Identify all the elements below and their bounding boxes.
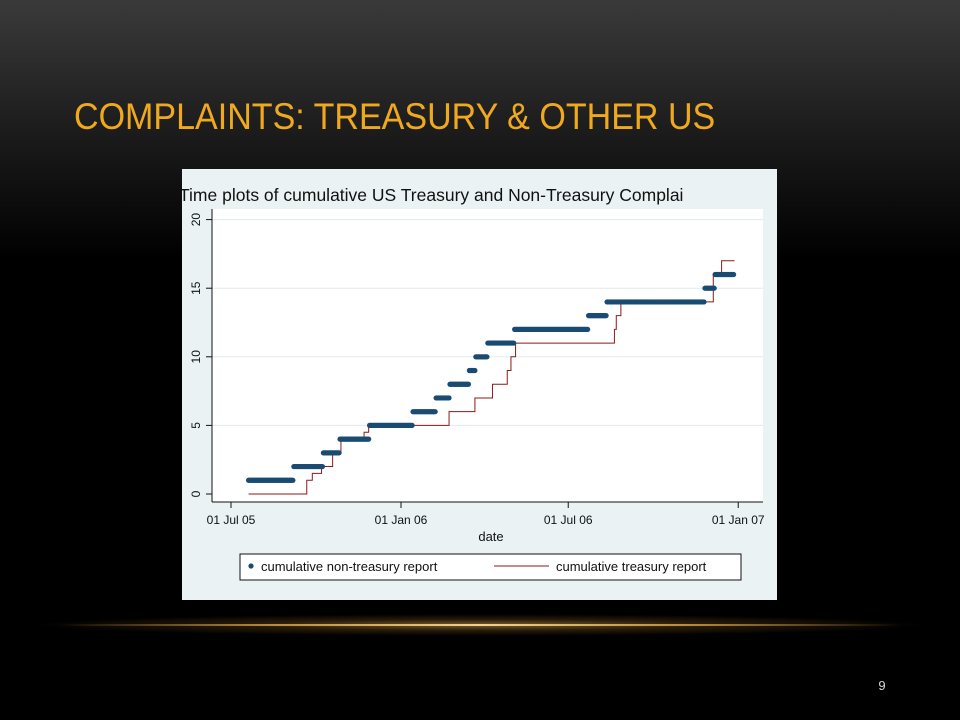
x-axis-label: date bbox=[478, 529, 503, 544]
non-treasury-point bbox=[731, 271, 737, 278]
legend-label-non-treasury: cumulative non-treasury report bbox=[261, 559, 438, 574]
chart: Time plots of cumulative US Treasury and… bbox=[182, 185, 765, 581]
non-treasury-point bbox=[336, 450, 342, 456]
non-treasury-point bbox=[701, 299, 707, 305]
y-tick-label: 20 bbox=[189, 213, 203, 227]
x-tick-label: 01 Jul 06 bbox=[544, 513, 593, 527]
non-treasury-point bbox=[484, 354, 490, 360]
legend-label-treasury: cumulative treasury report bbox=[556, 559, 707, 574]
chart-frame: Time plots of cumulative US Treasury and… bbox=[182, 169, 777, 600]
non-treasury-point bbox=[472, 367, 478, 374]
non-treasury-point bbox=[585, 326, 591, 332]
x-tick-label: 01 Jul 05 bbox=[207, 513, 256, 527]
non-treasury-point bbox=[319, 463, 326, 470]
legend-box bbox=[239, 553, 742, 581]
legend-marker-non-treasury bbox=[248, 563, 254, 569]
non-treasury-point bbox=[366, 436, 372, 442]
non-treasury-point bbox=[432, 409, 438, 415]
non-treasury-point bbox=[603, 313, 609, 319]
axes: 0 5 10 15 20 01 Jul 05 01 Jan 06 01 Jul 06 01 Ja… bbox=[189, 209, 765, 527]
chart-title: Time plots of cumulative US Treasury and… bbox=[182, 185, 683, 205]
non-treasury-point bbox=[711, 285, 717, 291]
y-tick-label: 15 bbox=[189, 281, 203, 295]
non-treasury-point bbox=[465, 381, 472, 387]
non-treasury-point bbox=[511, 340, 517, 346]
y-tick-label: 10 bbox=[189, 350, 203, 364]
non-treasury-point bbox=[290, 477, 296, 483]
x-tick-label: 01 Jan 07 bbox=[712, 513, 765, 527]
non-treasury-series bbox=[245, 271, 737, 483]
slide-title: COMPLAINTS: TREASURY & OTHER US bbox=[74, 96, 716, 137]
decorative-divider bbox=[60, 624, 900, 626]
non-treasury-point bbox=[409, 422, 415, 428]
non-treasury-point bbox=[446, 395, 452, 401]
y-tick-label: 0 bbox=[189, 490, 203, 497]
page-number: 9 bbox=[878, 678, 886, 693]
grid bbox=[212, 219, 763, 426]
y-tick-label: 5 bbox=[189, 422, 203, 429]
x-tick-label: 01 Jan 06 bbox=[375, 513, 428, 527]
legend: cumulative non-treasury report cumulativ… bbox=[239, 553, 742, 581]
